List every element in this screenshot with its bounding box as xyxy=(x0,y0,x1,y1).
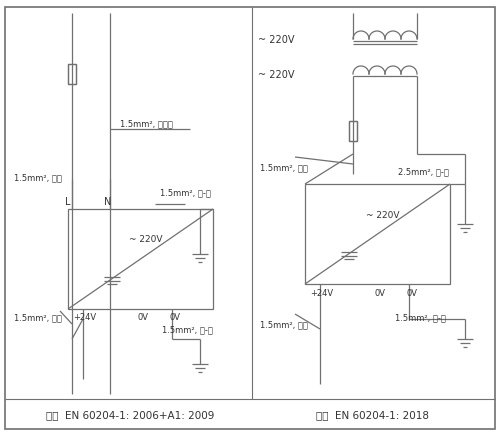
Text: 1.5mm², 黑色: 1.5mm², 黑色 xyxy=(14,173,62,182)
Text: 0V: 0V xyxy=(170,313,180,322)
Text: 1.5mm², 蓝色: 1.5mm², 蓝色 xyxy=(260,320,308,329)
Text: 1.5mm², 浅蓝色: 1.5mm², 浅蓝色 xyxy=(120,119,173,128)
Text: ~ 220V: ~ 220V xyxy=(258,35,294,45)
Text: 1.5mm², 黄-绿: 1.5mm², 黄-绿 xyxy=(395,313,446,322)
Text: 符合  EN 60204-1: 2018: 符合 EN 60204-1: 2018 xyxy=(316,409,428,419)
Text: 2.5mm², 黄-绿: 2.5mm², 黄-绿 xyxy=(398,167,449,176)
Text: +24V: +24V xyxy=(73,313,96,322)
Bar xyxy=(68,65,76,85)
Text: 1.5mm², 黄-绿: 1.5mm², 黄-绿 xyxy=(162,325,213,334)
Text: 0V: 0V xyxy=(374,288,386,297)
Text: 符合  EN 60204-1: 2006+A1: 2009: 符合 EN 60204-1: 2006+A1: 2009 xyxy=(46,409,214,419)
Text: 1.5mm², 红色: 1.5mm², 红色 xyxy=(260,163,308,172)
Bar xyxy=(68,209,213,309)
Text: +24V: +24V xyxy=(310,288,333,297)
Bar xyxy=(349,122,357,141)
Text: ~ 220V: ~ 220V xyxy=(258,70,294,80)
Text: 1.5mm², 黄-绿: 1.5mm², 黄-绿 xyxy=(160,188,211,197)
Text: 0V: 0V xyxy=(406,288,418,297)
Text: ~ 220V: ~ 220V xyxy=(129,235,162,244)
Text: N: N xyxy=(104,197,112,207)
Text: 0V: 0V xyxy=(138,313,148,322)
Bar xyxy=(305,184,450,284)
Text: L: L xyxy=(65,197,71,207)
Text: ~ 220V: ~ 220V xyxy=(366,210,400,219)
Text: 1.5mm², 蓝色: 1.5mm², 蓝色 xyxy=(14,313,62,322)
